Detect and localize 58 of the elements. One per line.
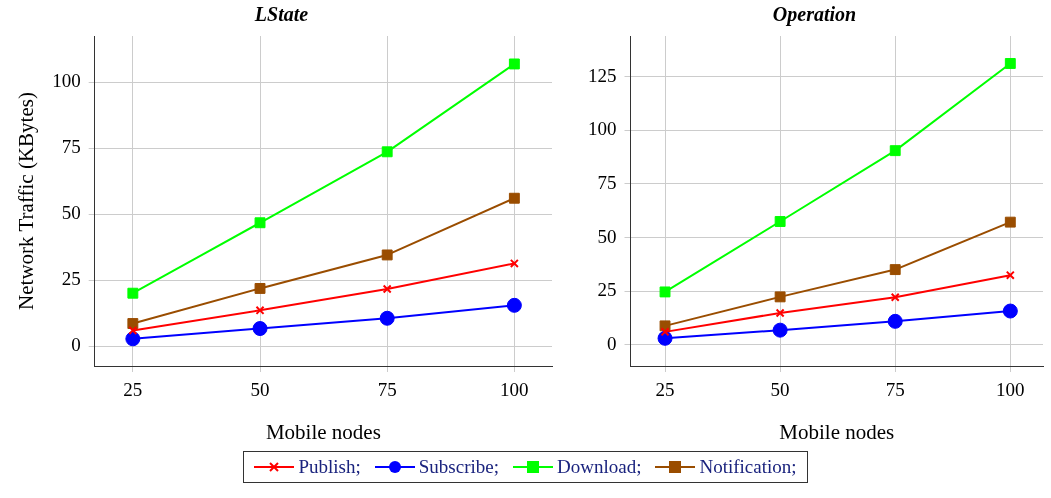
point <box>506 297 522 313</box>
point <box>774 291 786 303</box>
y-tick-label: 25 <box>597 279 617 301</box>
y-tick-label: 75 <box>61 136 81 158</box>
x-tick-label: 75 <box>885 379 905 401</box>
y-axis-title: Network Traffic (KBytes) <box>14 92 39 310</box>
y-tick-label: 100 <box>52 70 81 92</box>
point <box>508 58 520 70</box>
point <box>127 287 139 299</box>
point <box>509 258 519 268</box>
y-tick-label: 50 <box>597 225 617 247</box>
y-tick-label: 75 <box>597 171 617 193</box>
x-axis-title: Mobile nodes <box>265 419 381 444</box>
x-tick-label: 100 <box>996 379 1025 401</box>
point <box>1004 58 1016 69</box>
chart-title: Operation <box>772 3 857 27</box>
point <box>127 318 139 329</box>
point <box>1005 270 1015 280</box>
x-axis-title: Mobile nodes <box>779 419 895 444</box>
point <box>128 325 138 335</box>
point <box>889 145 901 157</box>
point <box>887 313 903 329</box>
x-tick-label: 75 <box>377 379 397 401</box>
x-tick-label: 100 <box>500 379 529 401</box>
legend-label: Notification; <box>699 456 797 478</box>
point <box>890 292 900 302</box>
x-tick-label: 25 <box>123 379 143 401</box>
y-tick-label: 0 <box>607 332 617 354</box>
legend-label: Download; <box>557 456 642 478</box>
point <box>772 322 788 338</box>
point <box>254 283 266 294</box>
legend-label: Publish; <box>298 456 361 478</box>
point <box>889 264 901 276</box>
chart-title: LState <box>253 3 309 26</box>
legend-label: Subscribe; <box>418 456 499 478</box>
y-tick-label: 50 <box>61 202 81 224</box>
y-tick-label: 100 <box>588 118 617 140</box>
x-tick-label: 50 <box>250 379 270 401</box>
y-tick-label: 0 <box>71 334 81 356</box>
point <box>381 249 393 261</box>
y-tick-label: 25 <box>61 268 81 290</box>
point <box>508 192 520 204</box>
point <box>775 308 785 318</box>
point <box>254 217 266 229</box>
y-tick-label: 125 <box>588 64 617 86</box>
point <box>1002 303 1018 319</box>
point <box>125 331 141 347</box>
point <box>255 305 265 315</box>
point <box>252 321 268 337</box>
point <box>1004 216 1016 228</box>
point <box>659 286 671 298</box>
point <box>660 327 670 337</box>
point <box>381 146 393 158</box>
x-tick-label: 50 <box>770 379 790 401</box>
point <box>774 216 786 227</box>
point <box>382 284 392 294</box>
point <box>379 310 395 326</box>
x-tick-label: 25 <box>655 379 675 401</box>
